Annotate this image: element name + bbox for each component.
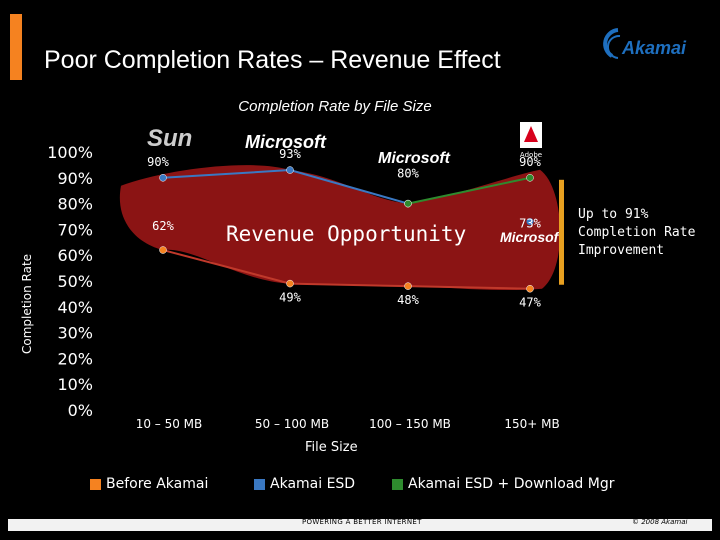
legend-label: Akamai ESD <box>270 476 356 492</box>
data-label: 73% <box>519 217 541 231</box>
x-tick-label: 10 – 50 MB <box>136 417 203 431</box>
revenue-opportunity-region <box>119 165 561 291</box>
sun-logo-icon: Sun <box>147 125 192 152</box>
data-point <box>526 174 534 182</box>
annotation-line: Completion Rate <box>578 225 696 240</box>
y-tick-label: 100% <box>47 143 93 162</box>
legend-swatch <box>392 478 403 490</box>
annotation-line: Improvement <box>578 243 665 258</box>
legend-item: Akamai ESD + Download Mgr <box>392 476 614 492</box>
data-point <box>526 218 534 226</box>
footer-tagline: POWERING A BETTER INTERNET <box>302 518 422 526</box>
logo-text: Akamai <box>622 38 687 58</box>
data-point <box>159 174 167 182</box>
improvement-bracket <box>559 179 564 285</box>
revenue-opportunity-label: Revenue Opportunity <box>226 222 467 246</box>
data-label: 47% <box>519 296 541 310</box>
microsoft-logo-icon: Microsoft <box>378 150 451 167</box>
data-label: 90% <box>147 155 169 169</box>
x-tick-label: 150+ MB <box>504 417 559 431</box>
vendor-name: Adobe <box>520 151 542 159</box>
y-tick-label: 10% <box>57 375 93 394</box>
y-tick-label: 70% <box>57 220 93 239</box>
data-point <box>286 166 294 174</box>
y-tick-label: 50% <box>57 272 93 291</box>
data-point <box>404 282 412 290</box>
legend-label: Akamai ESD + Download Mgr <box>408 476 615 492</box>
data-point <box>159 246 167 254</box>
series-line <box>407 176 531 205</box>
accent-bar <box>10 14 22 80</box>
annotation-line: Up to 91% <box>578 207 649 222</box>
data-label: 90% <box>519 155 541 169</box>
legend-swatch <box>90 478 101 490</box>
data-label: 80% <box>397 167 419 181</box>
chart-title: Completion Rate by File Size <box>238 98 432 115</box>
x-tick-label: 100 – 150 MB <box>369 417 451 431</box>
footer-bar <box>8 519 712 531</box>
data-label: 62% <box>152 219 174 233</box>
microsoft-logo-icon: Microsoft <box>245 132 327 152</box>
footer-copyright: © 2008 Akamai <box>632 518 688 526</box>
data-label: 48% <box>397 293 419 307</box>
series-line <box>162 249 531 290</box>
adobe-mark-icon <box>524 126 538 142</box>
legend-item: Before Akamai <box>90 476 208 492</box>
akamai-logo-icon <box>603 28 621 59</box>
data-label: 49% <box>279 291 301 305</box>
legend-swatch <box>254 478 265 490</box>
y-tick-label: 60% <box>57 246 93 265</box>
data-label: 93% <box>279 147 301 161</box>
y-tick-label: 40% <box>57 298 93 317</box>
page-title: Poor Completion Rates – Revenue Effect <box>44 46 501 74</box>
microsoft-logo-icon: Microsoft <box>500 229 564 245</box>
y-tick-label: 0% <box>68 401 93 420</box>
x-tick-label: 50 – 100 MB <box>255 417 329 431</box>
improvement-annotation: Up to 91% Completion Rate Improvement <box>578 206 695 260</box>
data-point <box>286 279 294 288</box>
x-axis-label: File Size <box>305 440 358 455</box>
y-tick-label: 20% <box>57 349 93 368</box>
y-tick-label: 80% <box>57 195 93 214</box>
legend-label: Before Akamai <box>106 476 209 492</box>
data-point <box>404 199 412 208</box>
data-point <box>526 284 534 293</box>
y-tick-label: 90% <box>57 169 93 188</box>
y-tick-label: 30% <box>57 324 93 343</box>
legend-item: Akamai ESD <box>254 476 355 492</box>
